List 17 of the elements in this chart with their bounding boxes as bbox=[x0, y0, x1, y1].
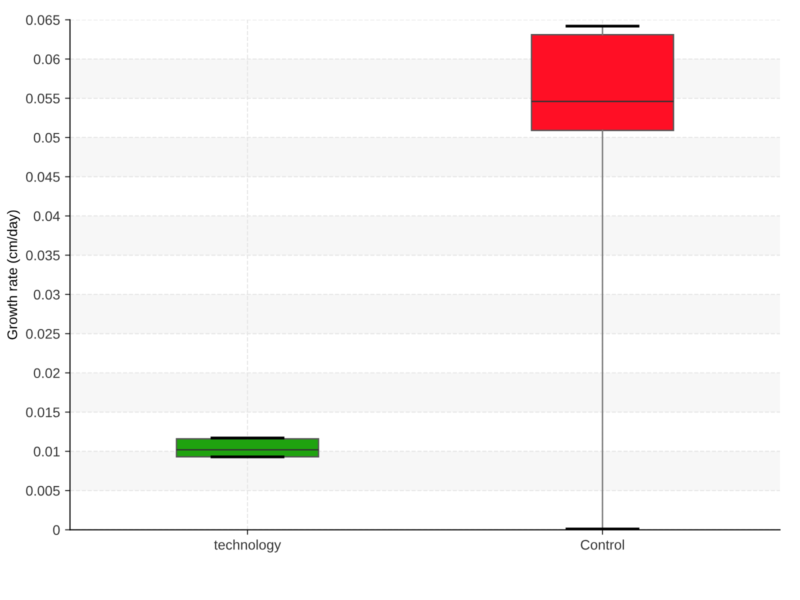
y-tick-label: 0.01 bbox=[34, 446, 60, 457]
y-tick-label: 0.02 bbox=[34, 368, 60, 378]
y-tick-label: 0.005 bbox=[26, 486, 60, 496]
y-tick-label: 0.025 bbox=[26, 328, 60, 339]
y-tick-label: 0.06 bbox=[34, 54, 60, 64]
y-tick-label: 0.045 bbox=[26, 172, 60, 182]
y-tick-label: 0.015 bbox=[26, 407, 60, 418]
y-tick-label: 0.065 bbox=[26, 15, 60, 25]
y-tick-label: 0.03 bbox=[34, 290, 60, 300]
x-tick-label: technology bbox=[214, 540, 282, 552]
y-tick-label: 0.035 bbox=[26, 250, 60, 260]
y-tick-label: 0.055 bbox=[26, 94, 60, 104]
x-tick-label: Control bbox=[580, 540, 624, 550]
y-tick-label: 0.05 bbox=[34, 132, 60, 143]
y-tick-label: 0 bbox=[53, 525, 60, 535]
y-tick-label: 0.04 bbox=[34, 211, 60, 222]
y-axis-title: Growth rate (cm/day) bbox=[7, 210, 20, 340]
